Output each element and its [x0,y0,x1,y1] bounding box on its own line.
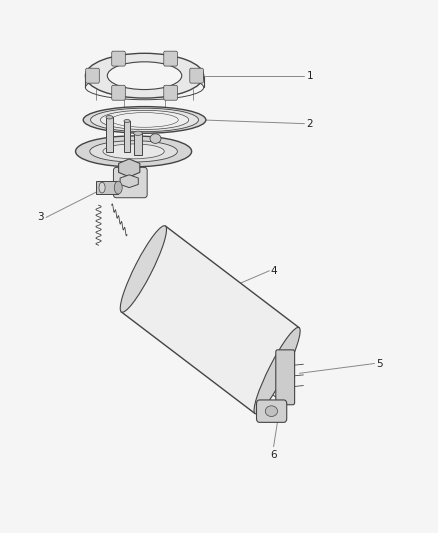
FancyBboxPatch shape [164,85,177,100]
Text: 4: 4 [271,266,277,276]
FancyBboxPatch shape [257,400,287,422]
Ellipse shape [111,112,178,127]
Ellipse shape [114,181,122,194]
Ellipse shape [120,225,166,312]
FancyBboxPatch shape [112,85,125,100]
Ellipse shape [265,406,278,416]
Polygon shape [120,175,138,188]
Text: 2: 2 [307,119,313,128]
Bar [134,133,142,155]
Text: 1: 1 [307,71,313,80]
Ellipse shape [150,134,161,143]
Ellipse shape [99,182,105,193]
FancyBboxPatch shape [112,51,125,66]
Ellipse shape [124,119,130,123]
Ellipse shape [103,144,164,159]
Ellipse shape [85,53,204,98]
Ellipse shape [90,141,177,162]
Ellipse shape [100,110,189,130]
Bar [106,117,113,152]
Bar [96,181,118,194]
FancyBboxPatch shape [86,68,99,83]
Ellipse shape [83,107,206,133]
Text: 5: 5 [376,359,382,368]
FancyBboxPatch shape [276,350,295,405]
Ellipse shape [106,116,113,119]
FancyBboxPatch shape [113,167,147,198]
Ellipse shape [107,62,182,90]
Ellipse shape [91,108,198,132]
Ellipse shape [254,327,300,414]
FancyBboxPatch shape [190,68,203,83]
FancyBboxPatch shape [164,51,177,66]
Bar [124,121,130,152]
Polygon shape [119,159,140,177]
Ellipse shape [76,136,192,167]
Text: 6: 6 [270,450,277,461]
Polygon shape [121,226,299,414]
Text: 3: 3 [37,213,44,222]
Ellipse shape [134,131,142,135]
